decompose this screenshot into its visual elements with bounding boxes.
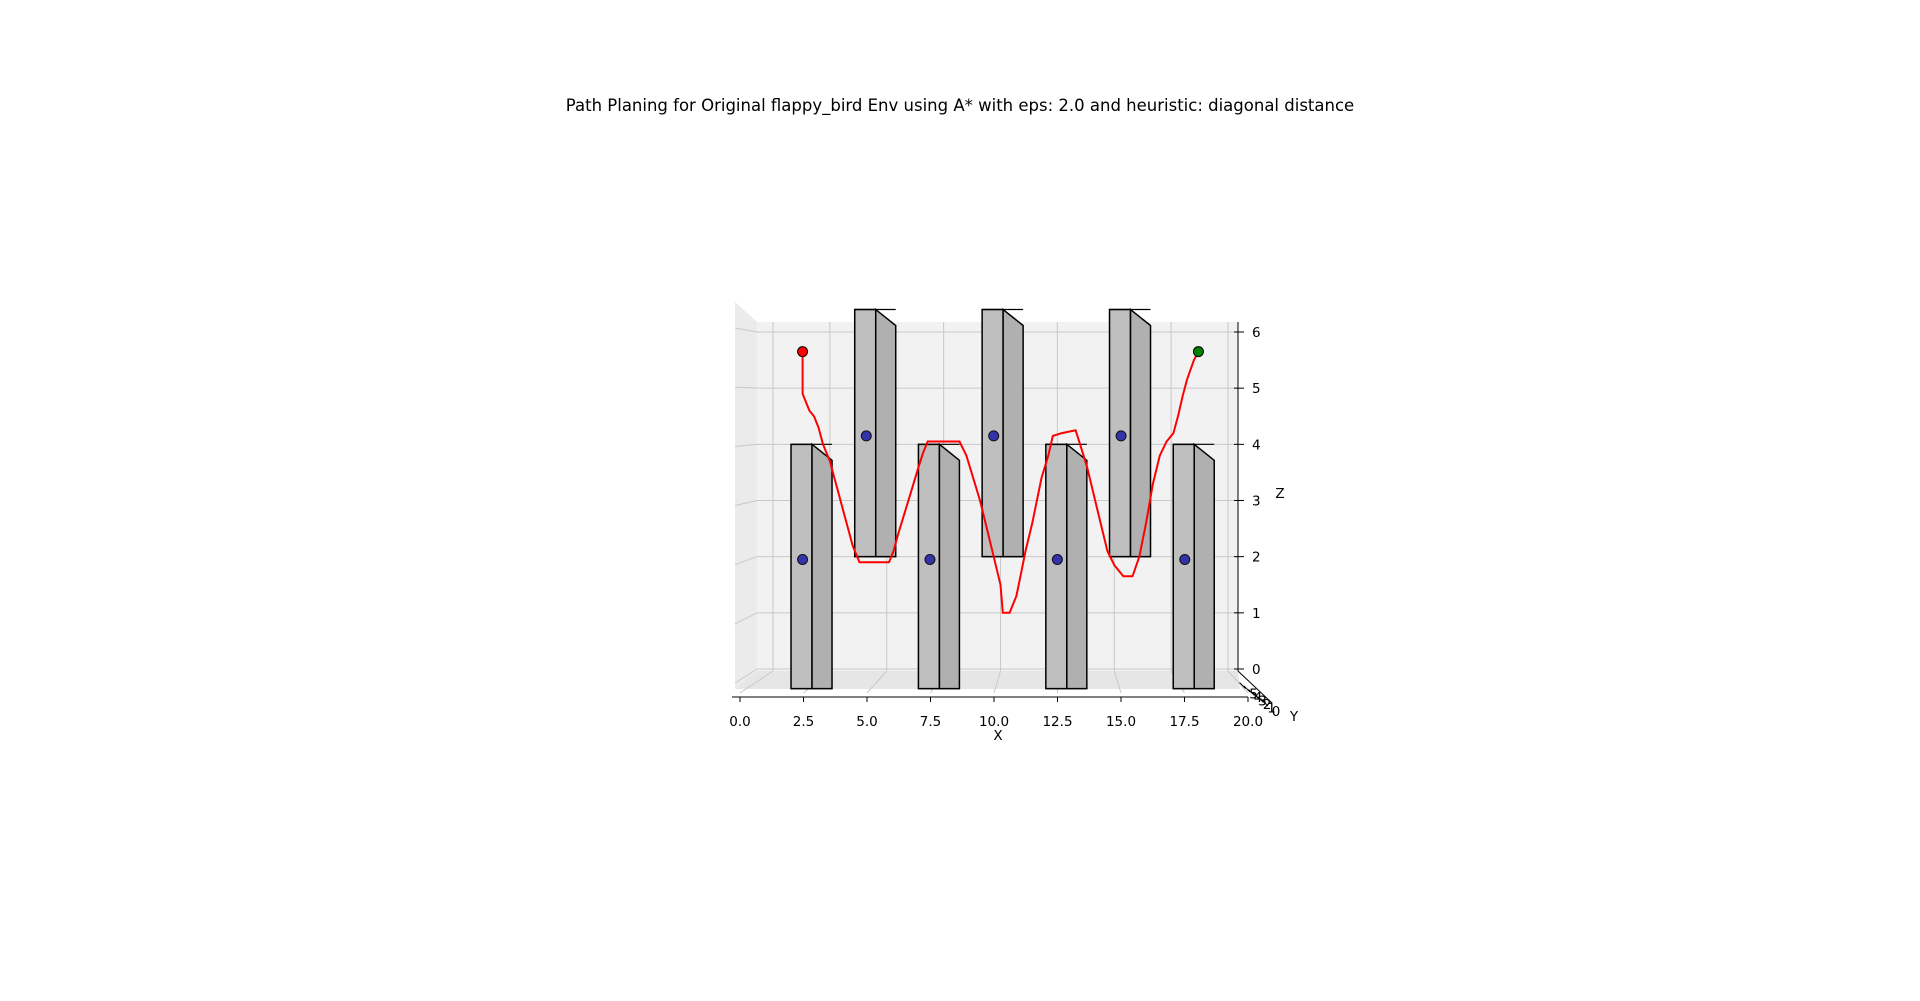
z-tick-label: 1 (1252, 606, 1261, 622)
start-point (797, 346, 809, 358)
pillar (917, 442, 961, 690)
axes: 0.0 2.5 5.0 7.5 10.0 12.5 15.0 17.5 20.001234560… (729, 322, 1280, 730)
z-tick-label: 2 (1252, 550, 1261, 566)
x-tick-label: 10.0 (979, 714, 1009, 730)
x-tick-label: 5.0 (856, 714, 877, 730)
pillar (1172, 442, 1215, 690)
floor-pane (735, 671, 1240, 689)
y-axis-label: Y (1289, 709, 1299, 725)
z-axis-label: Z (1275, 486, 1284, 502)
x-tick-label: 12.5 (1042, 714, 1072, 730)
x-floor-grid-line (993, 670, 1001, 694)
z-tick-label: 5 (1252, 381, 1261, 397)
y-tick-mark (1252, 692, 1260, 700)
planned-path-line (801, 351, 1200, 614)
pillar-side-face (874, 307, 897, 558)
pillar (1045, 442, 1088, 690)
pillar-side-face (938, 442, 961, 690)
pillars (790, 307, 1215, 690)
x-floor-grid-line (739, 670, 774, 694)
y-tick-label: 3 (1258, 694, 1267, 710)
z-tick-label: 6 (1252, 325, 1261, 341)
z-tick-label: 4 (1252, 437, 1261, 453)
y-tick-mark (1261, 699, 1269, 707)
markers (797, 346, 1204, 565)
x-floor-grid-line (1227, 670, 1249, 694)
x-tick-label: 15.0 (1106, 714, 1136, 730)
pillar-center-point (988, 430, 1000, 442)
pillar-center-point (797, 553, 809, 565)
left-pane (735, 302, 757, 689)
pillar (853, 307, 897, 558)
pillar-side-face (811, 442, 833, 690)
pillar-center-point (1179, 553, 1191, 565)
x-floor-grid-line (1113, 670, 1122, 694)
x-axis-label: X (993, 728, 1002, 744)
pillar-center-point (860, 430, 872, 442)
z-side-grid-line (734, 386, 758, 389)
z-tick-label: 3 (1252, 494, 1261, 510)
pillar-side-face (1066, 442, 1088, 690)
x-tick-label: 0.0 (729, 714, 750, 730)
pillar (1108, 307, 1152, 558)
pillar (790, 442, 833, 690)
y-tick-mark (1243, 685, 1251, 693)
pillar-center-point (1115, 430, 1127, 442)
pillar-front-face (790, 443, 813, 690)
z-side-grid-line (734, 668, 758, 684)
x-tick-label: 7.5 (920, 714, 941, 730)
y-tick-label: 0 (1272, 704, 1281, 720)
goal-point (1192, 346, 1204, 358)
x-tick-label: 20.0 (1233, 714, 1263, 730)
y-axis-line (1237, 670, 1273, 704)
z-side-grid-line (734, 612, 758, 625)
z-tick-label: 0 (1252, 662, 1261, 678)
z-side-grid-line (734, 443, 758, 447)
z-side-grid-line (734, 556, 758, 566)
pillar-front-face (917, 443, 941, 690)
path-layer (801, 351, 1200, 614)
pillar-front-face (1172, 443, 1195, 690)
y-tick-label: 1 (1267, 701, 1276, 717)
y-tick-label: 2 (1263, 697, 1272, 713)
x-tick-label: 17.5 (1169, 714, 1199, 730)
pillar-side-face (1193, 442, 1215, 690)
y-tick-mark (1248, 689, 1255, 696)
pillar-side-face (1002, 307, 1024, 558)
z-side-grid-line (734, 500, 758, 506)
pillar (981, 307, 1024, 558)
x-tick-label: 2.5 (793, 714, 814, 730)
y-tick-mark (1257, 696, 1264, 703)
y-tick-mark (1239, 682, 1246, 689)
pillar-center-point (1051, 553, 1063, 565)
y-tick-label: 5 (1249, 687, 1258, 703)
chart-title: Path Planing for Original flappy_bird En… (565, 96, 1355, 115)
x-floor-grid-line (866, 670, 888, 694)
pillar-center-point (924, 553, 936, 565)
pillar-front-face (1045, 443, 1068, 690)
y-tick-label: 4 (1254, 690, 1263, 706)
z-side-grid-line (734, 327, 758, 333)
